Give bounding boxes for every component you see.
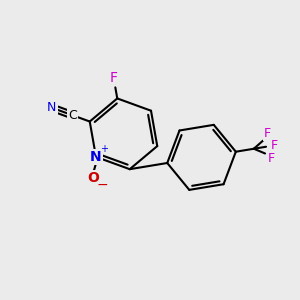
Text: F: F xyxy=(110,71,118,85)
Text: O: O xyxy=(88,171,100,185)
Text: N: N xyxy=(90,150,102,164)
Text: F: F xyxy=(268,152,275,165)
Text: N: N xyxy=(47,101,56,114)
Text: F: F xyxy=(271,139,278,152)
Text: −: − xyxy=(97,178,108,192)
Text: F: F xyxy=(264,128,272,140)
Text: C: C xyxy=(68,109,77,122)
Text: +: + xyxy=(100,144,108,154)
